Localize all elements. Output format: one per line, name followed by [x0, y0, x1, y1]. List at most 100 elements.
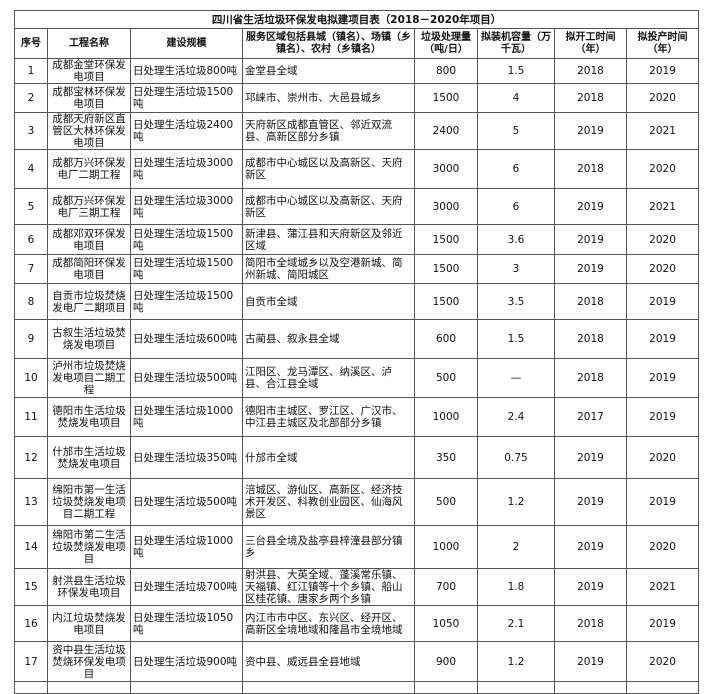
- project-name: 内江垃圾焚烧发电项目: [47, 605, 131, 642]
- operation-year: 2021: [625, 112, 700, 150]
- scale: 日处理生活垃圾500吨: [130, 478, 243, 526]
- operation-year: 2020: [625, 83, 700, 113]
- installed-power: 2.4: [477, 397, 555, 437]
- scale: 日处理生活垃圾1500吨: [130, 254, 243, 284]
- capacity: 600: [414, 319, 478, 359]
- column-header: 序号: [14, 28, 48, 59]
- scale: 日处理生活垃圾3000吨: [130, 188, 243, 225]
- installed-power: 5: [477, 112, 555, 150]
- project-name: 绵阳市第二生活垃圾焚烧发电项目: [47, 525, 131, 569]
- start-year: 2018: [554, 58, 627, 84]
- row-number: 3: [14, 112, 48, 150]
- scale: 日处理生活垃圾700吨: [130, 568, 243, 606]
- operation-year: 2020: [625, 436, 700, 479]
- service-area: 简阳市全域城乡以及空港新城、简州新城、简阳城区: [242, 254, 415, 284]
- column-header: 服务区域包括县城（镇名）、场镇（乡镇名）、农村（乡镇名）: [242, 28, 415, 59]
- operation-year: 2020: [625, 641, 700, 682]
- row-number: 7: [14, 254, 48, 284]
- start-year: 2019: [554, 254, 627, 284]
- capacity: 2400: [414, 112, 478, 150]
- empty-cell: [14, 681, 48, 694]
- operation-year: 2021: [625, 568, 700, 606]
- table-title: 四川省生活垃圾环保发电拟建项目表（2018－2020年项目）: [13, 10, 700, 29]
- table-row: 9 古叙生活垃圾焚烧发电项目 日处理生活垃圾600吨 古蔺县、叙永县全域 600 1.5 2…: [14, 319, 700, 359]
- service-area: 金堂县全域: [242, 58, 415, 84]
- scale: 日处理生活垃圾2400吨: [130, 112, 243, 150]
- start-year: 2018: [554, 83, 627, 113]
- capacity: 1500: [414, 224, 478, 255]
- project-table: 四川省生活垃圾环保发电拟建项目表（2018－2020年项目） 序号 工程名称 建设规…: [13, 10, 700, 694]
- start-year: 2018: [554, 283, 627, 320]
- capacity: 500: [414, 358, 478, 398]
- installed-power: 1.5: [477, 58, 555, 84]
- row-number: 2: [14, 83, 48, 113]
- empty-cell: [414, 681, 478, 694]
- row-number: 16: [14, 605, 48, 642]
- installed-power: 6: [477, 188, 555, 225]
- service-area: 成都市中心城区以及高新区、天府新区: [242, 149, 415, 189]
- service-area: 江阳区、龙马潭区、纳溪区、泸县、合江县全域: [242, 358, 415, 398]
- operation-year: 2019: [625, 58, 700, 84]
- table-row: 2 成都宝林环保发电项目 日处理生活垃圾1500吨 邛崃市、崇州市、大邑县城乡 1500…: [14, 83, 700, 113]
- scale: 日处理生活垃圾1500吨: [130, 224, 243, 255]
- start-year: 2019: [554, 112, 627, 150]
- operation-year: 2020: [625, 149, 700, 189]
- capacity: 1000: [414, 397, 478, 437]
- table-row: 16 内江垃圾焚烧发电项目 日处理生活垃圾1050吨 内江市市中区、东兴区、经开区、高…: [14, 605, 700, 642]
- table-row: 15 射洪县生活垃圾环保发电项目 日处理生活垃圾700吨 射洪县、大英全域、蓬溪常乐镇…: [14, 568, 700, 606]
- table-row: 17 资中县生活垃圾焚烧环保发电项目 日处理生活垃圾900吨 资中县、威远县全县地域 9…: [14, 641, 700, 682]
- service-area: 涪城区、游仙区、高新区、经济技术开发区、科教创业园区、仙海风景区: [242, 478, 415, 526]
- operation-year: 2019: [625, 605, 700, 642]
- empty-cell: [130, 681, 243, 694]
- capacity: 1500: [414, 83, 478, 113]
- start-year: 2019: [554, 641, 627, 682]
- table-row: 7 成都简阳环保发电项目 日处理生活垃圾1500吨 简阳市全域城乡以及空港新城、简州新…: [14, 254, 700, 284]
- row-number: 5: [14, 188, 48, 225]
- start-year: 2018: [554, 149, 627, 189]
- scale: 日处理生活垃圾500吨: [130, 358, 243, 398]
- column-header: 工程名称: [47, 28, 131, 59]
- installed-power: 2.1: [477, 605, 555, 642]
- table-row: 8 自贡市垃圾焚烧发电厂二期项目 日处理生活垃圾1500吨 自贡市全域 1500 3.5 2…: [14, 283, 700, 320]
- row-number: 1: [14, 58, 48, 84]
- start-year: 2019: [554, 436, 627, 479]
- scale: 日处理生活垃圾600吨: [130, 319, 243, 359]
- service-area: 古蔺县、叙永县全域: [242, 319, 415, 359]
- capacity: 1050: [414, 605, 478, 642]
- project-name: 自贡市垃圾焚烧发电厂二期项目: [47, 283, 131, 320]
- row-number: 17: [14, 641, 48, 682]
- start-year: 2018: [554, 358, 627, 398]
- scale: 日处理生活垃圾3000吨: [130, 149, 243, 189]
- capacity: 1500: [414, 283, 478, 320]
- table-row: 13 绵阳市第一生活垃圾焚烧发电项目二期工程 日处理生活垃圾500吨 涪城区、游仙区、…: [14, 478, 700, 526]
- installed-power: 1.2: [477, 478, 555, 526]
- capacity: 3000: [414, 188, 478, 225]
- project-name: 成都宝林环保发电项目: [47, 83, 131, 113]
- column-header: 建设规模: [130, 28, 243, 59]
- start-year: 2018: [554, 605, 627, 642]
- installed-power: —: [477, 358, 555, 398]
- header-row: 序号 工程名称 建设规模 服务区域包括县城（镇名）、场镇（乡镇名）、农村（乡镇名） 垃圾…: [14, 28, 700, 59]
- table-row: 12 什邡市生活垃圾焚烧发电项目 日处理生活垃圾350吨 什邡市全域 350 0.75 20…: [14, 436, 700, 479]
- operation-year: 2019: [625, 283, 700, 320]
- service-area: 资中县、威远县全县地域: [242, 641, 415, 682]
- empty-cell: [554, 681, 627, 694]
- service-area: 成都市中心城区以及高新区、天府新区: [242, 188, 415, 225]
- row-number: 10: [14, 358, 48, 398]
- service-area: 德阳市主城区、罗江区、广汉市、中江县主城区及北部部分乡镇: [242, 397, 415, 437]
- capacity: 700: [414, 568, 478, 606]
- capacity: 900: [414, 641, 478, 682]
- row-number: 6: [14, 224, 48, 255]
- operation-year: 2020: [625, 224, 700, 255]
- project-name: 绵阳市第一生活垃圾焚烧发电项目二期工程: [47, 478, 131, 526]
- project-name: 射洪县生活垃圾环保发电项目: [47, 568, 131, 606]
- table-row: 5 成都万兴环保发电厂三期工程 日处理生活垃圾3000吨 成都市中心城区以及高新区、天…: [14, 188, 700, 225]
- installed-power: 3.6: [477, 224, 555, 255]
- row-number: 12: [14, 436, 48, 479]
- row-number: 13: [14, 478, 48, 526]
- scale: 日处理生活垃圾350吨: [130, 436, 243, 479]
- start-year: 2019: [554, 224, 627, 255]
- project-name: 成都天府新区直管区大林环保发电项目: [47, 112, 131, 150]
- empty-cell: [625, 681, 700, 694]
